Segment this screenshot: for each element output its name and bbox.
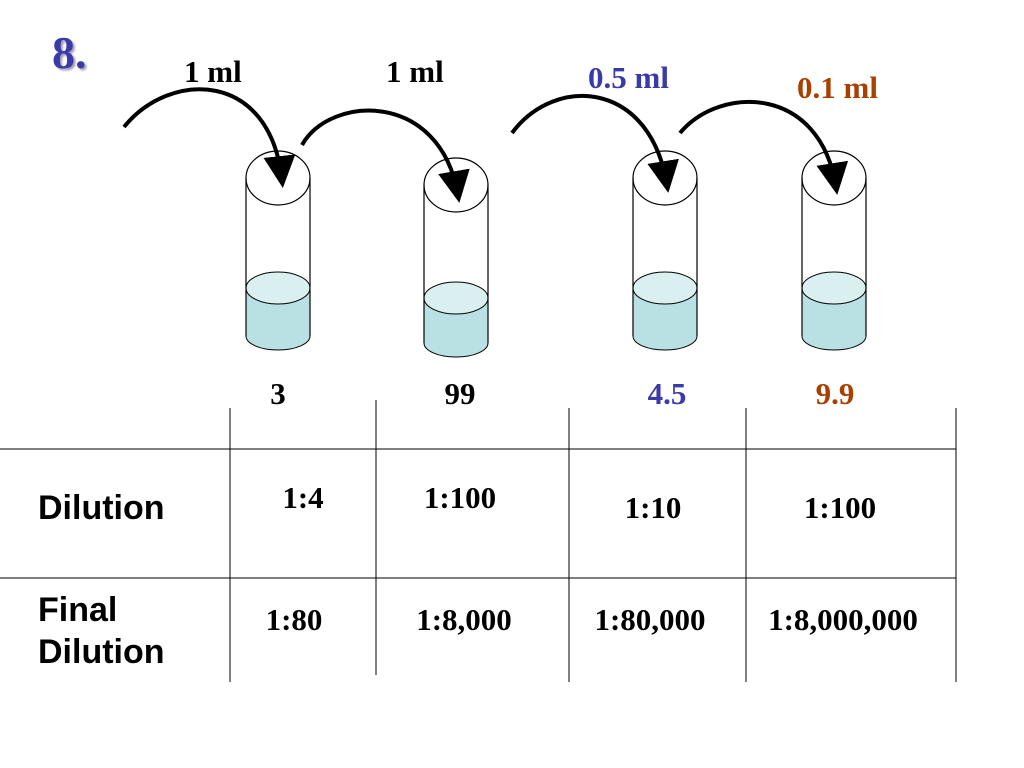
transfer-arrow-1 — [122, 87, 296, 188]
transfer-arrow-3 — [510, 93, 679, 193]
final-dilution-cell-2: 1:8,000 — [416, 602, 512, 637]
tube-label-2: 99 — [444, 376, 476, 411]
transfer-volume-2: 1 ml — [386, 54, 444, 89]
dilution-table-grid — [0, 400, 957, 682]
test-tube-1 — [245, 150, 311, 351]
transfer-volume-1: 1 ml — [184, 54, 242, 89]
dilution-cell-1: 1:4 — [282, 480, 324, 515]
dilution-cell-2: 1:100 — [423, 480, 497, 515]
transfer-volume-3: 0.5 ml — [588, 60, 669, 95]
transfer-arrow-4 — [678, 99, 849, 195]
final-dilution-cell-1: 1:80 — [265, 602, 323, 637]
test-tube-3 — [632, 150, 698, 351]
final-dilution-cell-4: 1:8,000,000 — [768, 602, 918, 637]
transfer-volume-4: 0.1 ml — [797, 70, 878, 105]
dilution-cell-3: 1:10 — [624, 490, 682, 525]
row-header-final-line1: Final — [38, 591, 118, 629]
row-header-dilution: Dilution — [38, 489, 165, 527]
tube-label-3: 4.5 — [647, 376, 687, 411]
row-header-final-line2: Dilution — [38, 633, 165, 671]
tube-label-4: 9.9 — [815, 376, 855, 411]
test-tube-4 — [801, 150, 867, 351]
final-dilution-cell-3: 1:80,000 — [594, 602, 706, 637]
transfer-arrow-2 — [300, 108, 470, 203]
dilution-cell-4: 1:100 — [803, 490, 877, 525]
test-tube-2 — [423, 157, 489, 358]
tube-label-1: 3 — [270, 376, 286, 411]
step-number: 8. — [52, 27, 87, 78]
